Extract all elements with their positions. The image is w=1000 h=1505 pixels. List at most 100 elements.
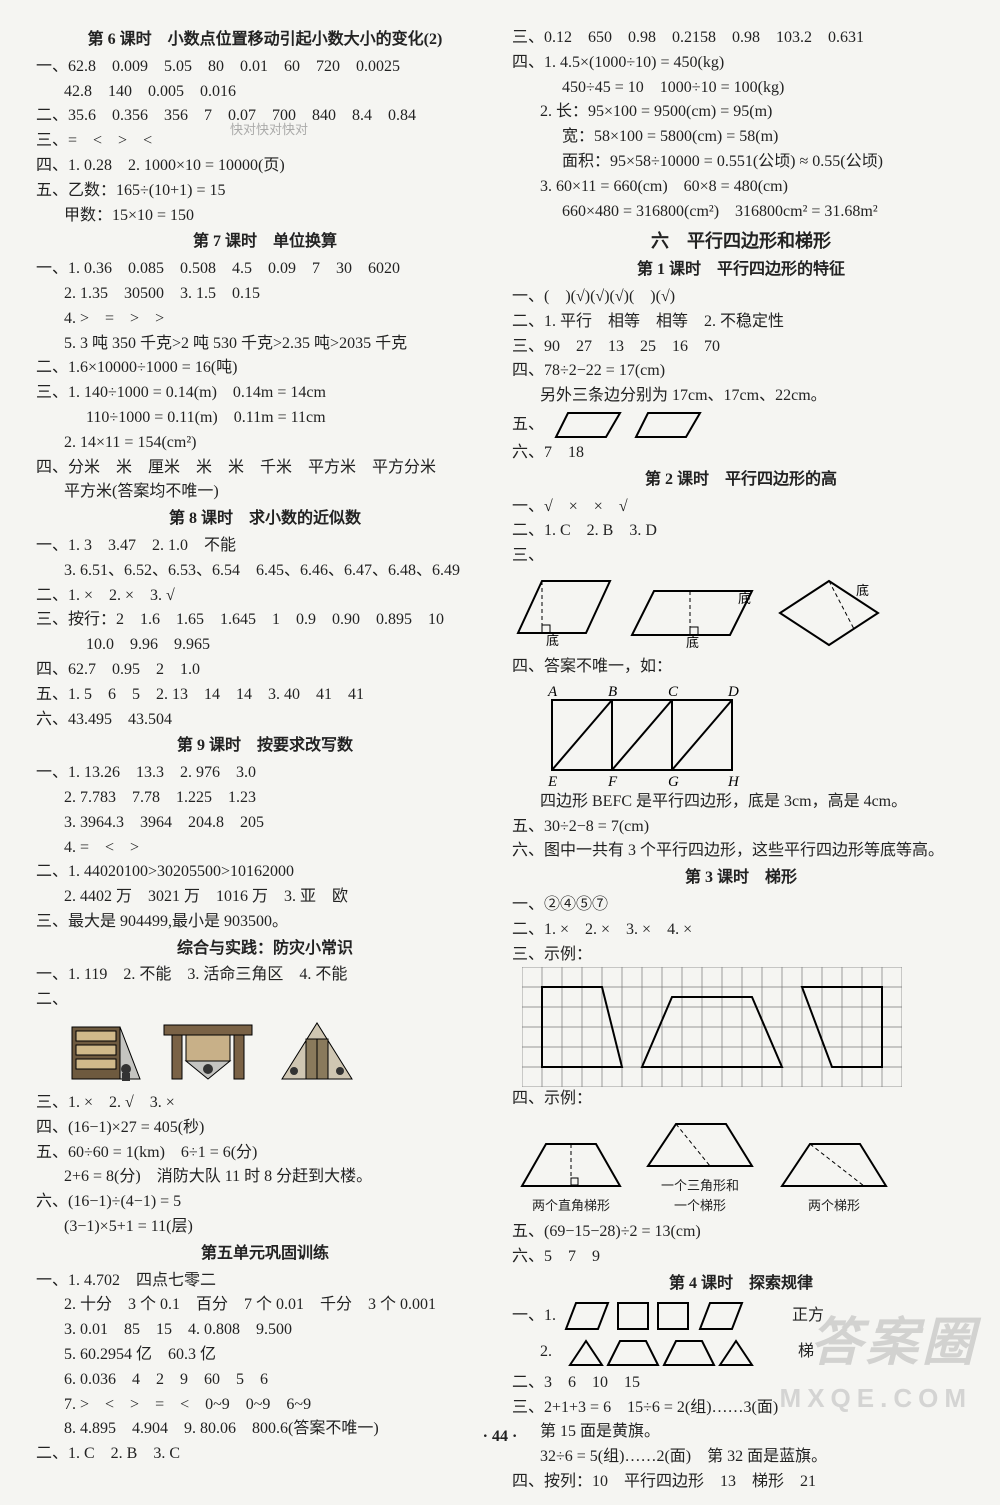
c1-l7: 六、7 18 (512, 441, 970, 466)
c4-l4: 三、2+1+3 = 6 15÷6 = 2(组)……3(面) (512, 1396, 970, 1421)
s8-l5: 10.0 9.96 9.965 (36, 633, 494, 658)
u5-l6: 7. > < > = < 0~9 0~9 6~9 (36, 1393, 494, 1418)
c3-l1: 一、②④⑤⑦ (512, 893, 970, 918)
r-top-l6: 面积：95×58÷10000 = 0.551(公顷) ≈ 0.55(公顷) (512, 150, 970, 175)
scribble-note: 快对快对快对 (230, 120, 308, 140)
s9-l3: 3. 3964.3 3964 204.8 205 (36, 811, 494, 836)
svg-text:C: C (668, 684, 679, 700)
svg-text:G: G (668, 774, 679, 790)
pattern-shapes-1 (564, 1299, 784, 1335)
pr-l5: 五、60÷60 = 1(km) 6÷1 = 6(分) (36, 1141, 494, 1166)
c3-l2: 二、1. × 2. × 3. × 4. × (512, 918, 970, 943)
c3-title: 第 3 课时 梯形 (512, 866, 970, 891)
s9-title: 第 9 课时 按要求改写数 (36, 734, 494, 759)
c1-l5: 另外三条边分别为 17cm、17cm、22cm。 (512, 384, 970, 409)
parallelogram-icon (634, 409, 704, 441)
split-cap-2: 一个三角形和 一个梯形 (640, 1176, 760, 1216)
u5-l1: 一、1. 4.702 四点七零二 (36, 1269, 494, 1294)
c1-title: 第 1 课时 平行四边形的特征 (512, 258, 970, 283)
s9-l1: 一、1. 13.26 13.3 2. 976 3.0 (36, 761, 494, 786)
c1-l2: 二、1. 平行 相等 相等 2. 不稳定性 (512, 310, 970, 335)
r-top-l5: 宽：58×100 = 5800(cm) = 58(m) (512, 125, 970, 150)
pr-l4: 四、(16−1)×27 = 405(秒) (36, 1116, 494, 1141)
s9-l4: 4. = < > (36, 836, 494, 861)
pr-l7: 六、(16−1)÷(4−1) = 5 (36, 1190, 494, 1215)
c2-figures: 底 底 底 底 (516, 573, 970, 651)
r-top-l1: 三、0.12 650 0.98 0.2158 0.98 103.2 0.631 (512, 26, 970, 51)
s8-l6: 四、62.7 0.95 2 1.0 (36, 658, 494, 683)
c1-l4: 四、78÷2−22 = 17(cm) (512, 359, 970, 384)
s7-title: 第 7 课时 单位换算 (36, 230, 494, 255)
u5-l4: 5. 60.2954 亿 60.3 亿 (36, 1343, 494, 1368)
page-columns: 第 6 课时 小数点位置移动引起小数大小的变化(2) 一、62.8 0.009 … (0, 0, 1000, 1505)
svg-text:D: D (727, 684, 739, 700)
s7-l9: 四、分米 米 厘米 米 米 千米 平方米 平方分米 (36, 456, 494, 481)
right-column: 三、0.12 650 0.98 0.2158 0.98 103.2 0.631 … (512, 26, 970, 1495)
svg-text:底: 底 (686, 635, 699, 650)
s7-l2: 2. 1.35 30500 3. 1.5 0.15 (36, 282, 494, 307)
c2-l3: 三、 (512, 544, 970, 569)
s7-l7: 110÷1000 = 0.11(m) 0.11m = 11cm (36, 406, 494, 431)
c1-l6: 五、 (512, 413, 544, 438)
s8-l3: 二、1. × 2. × 3. √ (36, 584, 494, 609)
u5-l3: 3. 0.01 85 15 4. 0.808 9.500 (36, 1318, 494, 1343)
s8-l4: 三、按行：2 1.6 1.65 1.645 1 0.9 0.90 0.895 1… (36, 608, 494, 633)
s7-l6: 三、1. 140÷1000 = 0.14(m) 0.14m = 14cm (36, 381, 494, 406)
pr-l3: 三、1. × 2. √ 3. × (36, 1091, 494, 1116)
split-cap-1: 两个直角梯形 (516, 1196, 626, 1216)
grid-trapezoids (522, 967, 902, 1087)
split-cap-3: 两个梯形 (774, 1196, 894, 1216)
pr-title: 综合与实践：防灾小常识 (36, 937, 494, 962)
shelter-fig-1 (64, 1017, 144, 1087)
s8-l7: 五、1. 5 6 5 2. 13 14 14 3. 40 41 41 (36, 683, 494, 708)
c3-split-figs: 两个直角梯形 一个三角形和 一个梯形 两个梯形 (516, 1116, 970, 1216)
c2-l5: 四边形 BEFC 是平行四边形，底是 3cm，高是 4cm。 (512, 790, 970, 815)
c4-l2: 2. (512, 1340, 552, 1365)
c2-l4: 四、答案不唯一，如： (512, 655, 970, 680)
s9-l7: 三、最大是 904499,最小是 903500。 (36, 910, 494, 935)
s7-l8: 2. 14×11 = 154(cm²) (36, 431, 494, 456)
pattern-shapes-2 (560, 1335, 790, 1371)
svg-text:B: B (608, 684, 617, 700)
c4-row2: 2. 梯 (512, 1335, 970, 1371)
parallelogram-height-1: 底 (516, 573, 616, 651)
rect-befc: A B C D E F G H (532, 680, 772, 790)
s7-l10: 平方米(答案均不唯一) (36, 480, 494, 505)
svg-text:A: A (547, 684, 558, 700)
left-column: 第 6 课时 小数点位置移动引起小数大小的变化(2) 一、62.8 0.009 … (36, 26, 494, 1495)
split-fig-3: 两个梯形 (774, 1136, 894, 1216)
c3-l5: 五、(69−15−28)÷2 = 13(cm) (512, 1220, 970, 1245)
c2-l7: 六、图中一共有 3 个平行四边形，这些平行四边形等底等高。 (512, 839, 970, 864)
c2-l2: 二、1. C 2. B 3. D (512, 519, 970, 544)
r-top-l7: 3. 60×11 = 660(cm) 60×8 = 480(cm) (512, 175, 970, 200)
pr-l8: (3−1)×5+1 = 11(层) (36, 1215, 494, 1240)
svg-text:底: 底 (856, 583, 869, 598)
s8-l8: 六、43.495 43.504 (36, 708, 494, 733)
rhombus-height: 底 (774, 575, 884, 651)
svg-text:H: H (727, 774, 740, 790)
r-top-l2: 四、1. 4.5×(1000÷10) = 450(kg) (512, 51, 970, 76)
u5-title: 第五单元巩固训练 (36, 1242, 494, 1267)
shelter-fig-3 (272, 1017, 362, 1087)
s6-title: 第 6 课时 小数点位置移动引起小数大小的变化(2) (36, 28, 494, 53)
c1-l3: 三、90 27 13 25 16 70 (512, 335, 970, 360)
c3-l4: 四、示例： (512, 1087, 970, 1112)
pr-l2: 二、 (36, 988, 494, 1013)
u5-l5: 6. 0.036 4 2 9 60 5 6 (36, 1368, 494, 1393)
s9-l2: 2. 7.783 7.78 1.225 1.23 (36, 786, 494, 811)
parallelogram-icon (554, 409, 624, 441)
r-top-l4: 2. 长：95×100 = 9500(cm) = 95(m) (512, 100, 970, 125)
u6-title: 六 平行四边形和梯形 (512, 228, 970, 256)
c4-l1b: 正方 (792, 1304, 824, 1329)
r-top-l8: 660×480 = 316800(cm²) 316800cm² = 31.68m… (512, 200, 970, 225)
s6-l6: 五、乙数：165÷(10+1) = 15 (36, 179, 494, 204)
c4-l2b: 梯 (798, 1340, 814, 1365)
s9-l6: 2. 4402 万 3021 万 1016 万 3. 亚 欧 (36, 885, 494, 910)
u5-l2: 2. 十分 3 个 0.1 百分 7 个 0.01 千分 3 个 0.001 (36, 1293, 494, 1318)
c1-l1: 一、( )(√)(√)(√)( )(√) (512, 285, 970, 310)
parallelogram-height-2: 底 底 (630, 583, 760, 651)
split-fig-2: 一个三角形和 一个梯形 (640, 1116, 760, 1216)
s6-l2: 42.8 140 0.005 0.016 (36, 80, 494, 105)
svg-text:底: 底 (738, 591, 751, 606)
shelter-fig-2 (158, 1017, 258, 1087)
